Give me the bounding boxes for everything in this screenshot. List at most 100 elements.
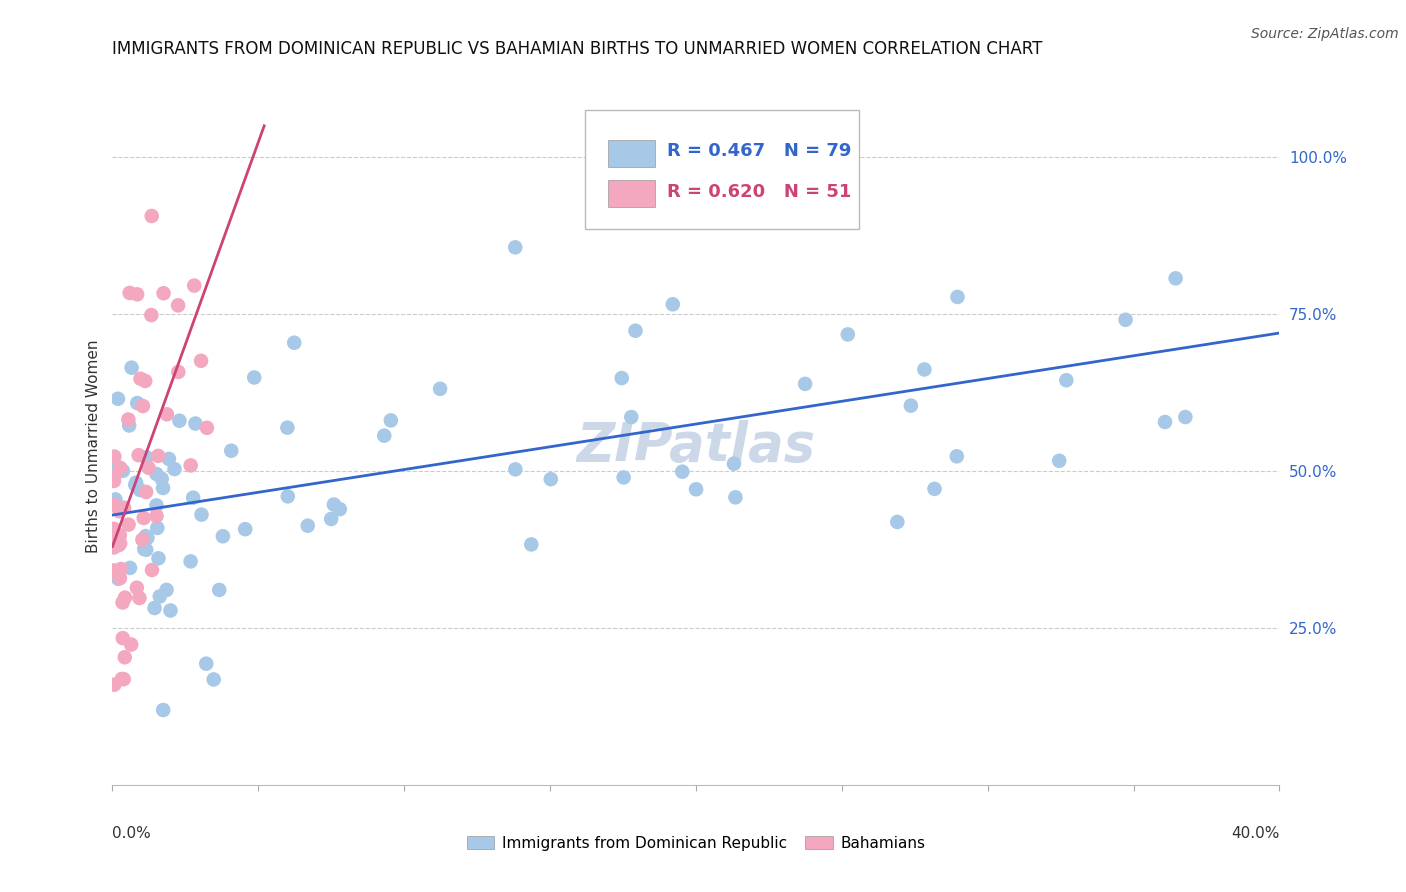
Point (837, 327, 859, 342)
Point (924, 482, 946, 496)
Point (1054, 373, 1077, 387)
Point (136, 531, 159, 545)
Point (1047, 454, 1070, 468)
Point (145, 467, 167, 481)
Point (135, 450, 157, 465)
Point (111, 595, 134, 609)
Point (103, 522, 125, 536)
Point (945, 450, 967, 464)
Point (184, 417, 207, 431)
Point (135, 529, 157, 543)
FancyBboxPatch shape (609, 139, 655, 167)
Point (129, 483, 152, 497)
Point (1174, 410, 1197, 425)
Point (1115, 312, 1137, 326)
Point (108, 528, 131, 542)
Point (520, 537, 543, 551)
Point (103, 498, 125, 512)
Text: R = 0.620   N = 51: R = 0.620 N = 51 (666, 183, 851, 201)
Point (112, 672, 135, 686)
Point (141, 209, 163, 223)
Point (149, 590, 172, 604)
Point (152, 286, 174, 301)
Point (624, 324, 647, 338)
Point (276, 420, 298, 434)
Point (912, 362, 935, 376)
Point (118, 285, 141, 300)
Point (503, 240, 526, 254)
Point (946, 290, 969, 304)
Point (141, 308, 163, 322)
Point (886, 515, 908, 529)
Point (321, 512, 343, 526)
FancyBboxPatch shape (585, 111, 859, 229)
Point (145, 508, 167, 523)
Point (108, 571, 131, 585)
Point (180, 458, 202, 473)
Point (118, 418, 141, 433)
Point (181, 491, 204, 505)
Text: 0.0%: 0.0% (112, 826, 152, 840)
Point (110, 562, 132, 576)
Point (233, 522, 256, 536)
Point (127, 396, 149, 410)
Point (183, 278, 205, 293)
Point (124, 478, 146, 492)
Point (297, 518, 319, 533)
Point (1154, 415, 1177, 429)
Point (723, 457, 745, 471)
Point (134, 542, 156, 557)
Point (129, 372, 152, 386)
Point (127, 287, 149, 301)
Point (219, 443, 242, 458)
Point (117, 517, 139, 532)
Point (121, 360, 143, 375)
Point (108, 504, 131, 518)
Point (180, 554, 202, 568)
Point (132, 511, 155, 525)
Point (112, 500, 135, 515)
Point (103, 469, 125, 483)
Point (107, 392, 129, 406)
Point (118, 561, 141, 575)
Point (125, 581, 148, 595)
Point (134, 374, 156, 388)
Point (148, 551, 170, 566)
Point (120, 638, 142, 652)
Point (277, 489, 299, 503)
Point (108, 538, 131, 552)
Text: IMMIGRANTS FROM DOMINICAN REPUBLIC VS BAHAMIAN BIRTHS TO UNMARRIED WOMEN CORRELA: IMMIGRANTS FROM DOMINICAN REPUBLIC VS BA… (112, 40, 1043, 58)
Point (329, 502, 352, 516)
Point (195, 657, 218, 671)
Point (1164, 271, 1187, 285)
Point (243, 370, 266, 384)
Point (128, 591, 150, 605)
Point (505, 462, 527, 476)
Point (152, 703, 174, 717)
Point (104, 492, 127, 507)
Point (103, 563, 125, 577)
Point (900, 399, 922, 413)
Point (155, 582, 177, 597)
Point (373, 428, 395, 442)
Point (610, 371, 633, 385)
Point (190, 508, 212, 522)
Point (103, 474, 125, 488)
Point (143, 601, 166, 615)
Point (159, 603, 181, 617)
Point (212, 529, 235, 543)
Point (114, 650, 136, 665)
Point (152, 481, 174, 495)
Point (132, 399, 155, 413)
Point (145, 499, 167, 513)
Point (620, 410, 643, 425)
Point (157, 452, 180, 467)
Point (103, 450, 125, 464)
Point (208, 582, 231, 597)
Point (108, 536, 131, 550)
Point (111, 631, 134, 645)
Point (110, 461, 132, 475)
Point (107, 459, 129, 474)
Point (135, 542, 157, 557)
Point (146, 449, 169, 463)
